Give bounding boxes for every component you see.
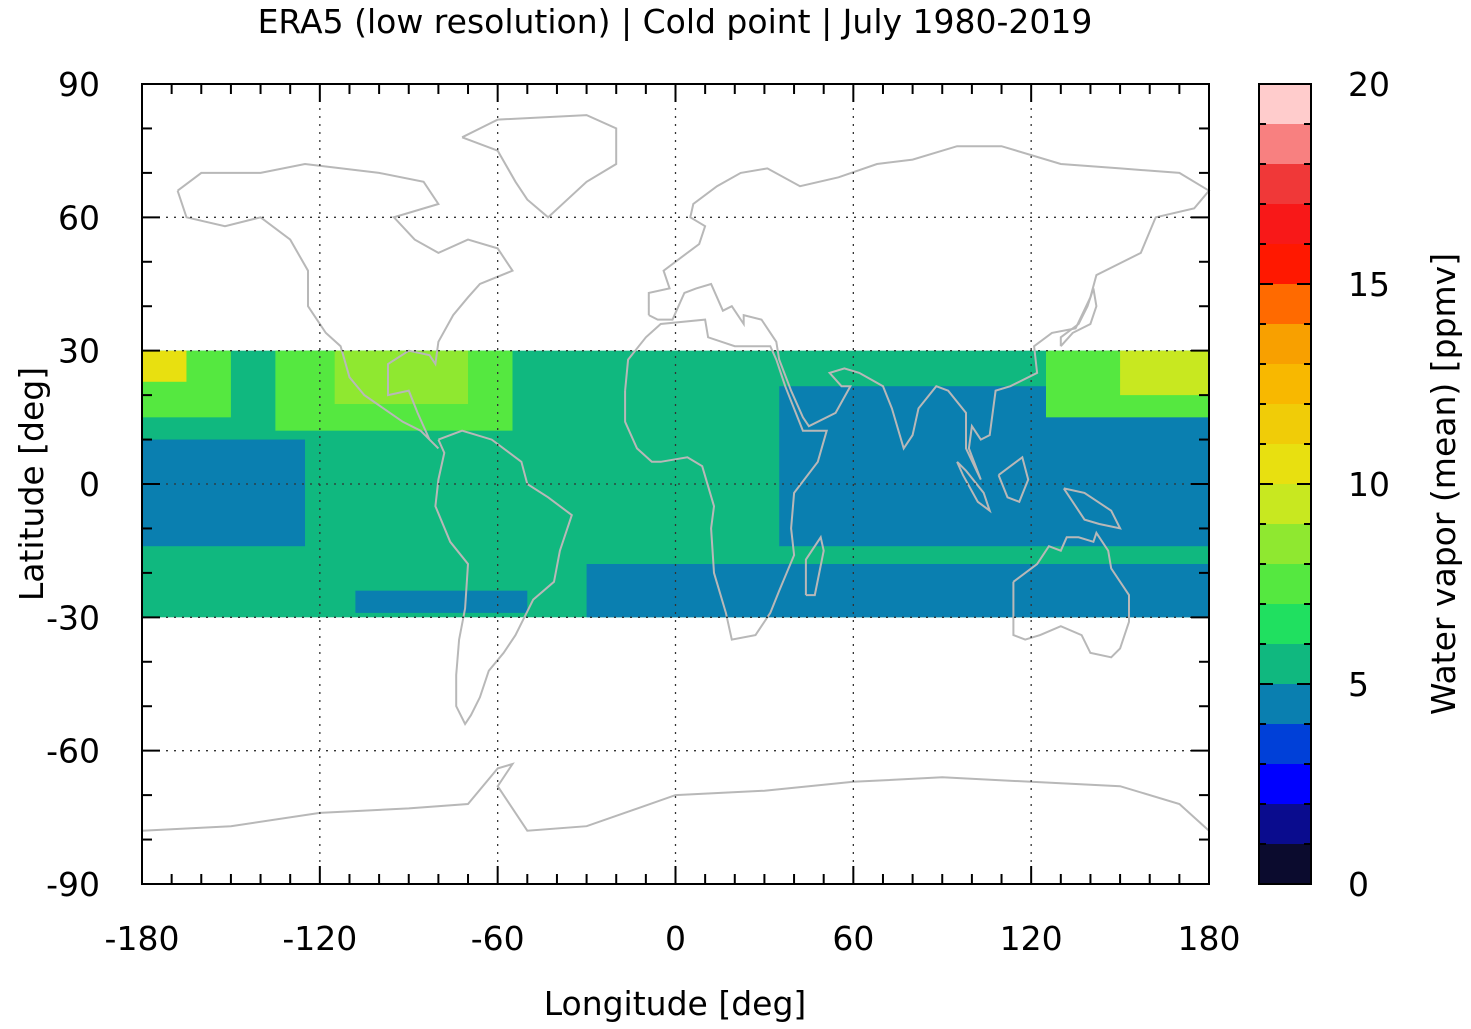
y-tick-label: -60 [46, 732, 100, 771]
coastline-new-guinea [1062, 487, 1122, 530]
colorbar-tick-label: 15 [1348, 265, 1390, 304]
plot-area: -180 -120 -60 0 60 120 180 90 60 30 0 -30 -60 -90 [46, 65, 1240, 958]
colorbar-bin [1259, 684, 1311, 724]
colorbar-bin [1259, 324, 1311, 364]
coastline-australia [1012, 530, 1130, 659]
coastline-borneo-maritime [997, 455, 1030, 504]
gridlines [142, 84, 1209, 884]
colorbar-bin [1259, 124, 1311, 164]
coastlines [141, 114, 1211, 832]
y-tick-label: -30 [46, 598, 100, 637]
field-region-east-asian-monsoon-core [1120, 350, 1209, 396]
x-tick-label: 180 [1178, 919, 1241, 958]
x-tick-label: -60 [471, 919, 525, 958]
field-region-west-pacific-equatorial [142, 439, 306, 547]
colorbar-bin [1259, 404, 1311, 444]
colorbar-bin [1259, 604, 1311, 644]
colorbar-bin [1259, 204, 1311, 244]
colorbar-bin [1259, 844, 1311, 884]
colorbar-bin [1259, 444, 1311, 484]
x-tick-label: -180 [105, 919, 180, 958]
colorbar-bin [1259, 284, 1311, 324]
colorbar-tick-label: 10 [1348, 465, 1390, 504]
colorbar-bin [1259, 524, 1311, 564]
x-axis-title: Longitude [deg] [544, 984, 807, 1023]
coastline-sumatra [956, 461, 992, 514]
y-tick-label: 0 [79, 465, 100, 504]
y-tick-label: -90 [46, 865, 100, 904]
coastline-africa [624, 318, 829, 641]
coastline-greenland [461, 114, 618, 219]
y-axis-ticks: 90 60 30 0 -30 -60 -90 [46, 65, 1209, 904]
field-region-central-pacific-north-core [142, 350, 187, 382]
colorbar-bin [1259, 164, 1311, 204]
colorbar-tick-label: 0 [1348, 865, 1369, 904]
colorbar [1258, 83, 1312, 885]
colorbar-tick-label: 5 [1348, 665, 1369, 704]
colorbar-bin [1259, 484, 1311, 524]
x-axis-ticks: -180 -120 -60 0 60 120 180 [105, 84, 1241, 958]
x-tick-label: 60 [832, 919, 874, 958]
y-axis-title: Latitude [deg] [12, 367, 51, 601]
colorbar-bin [1259, 804, 1311, 844]
coastline-antarctica [141, 762, 1210, 832]
coastline-south-america [434, 429, 573, 726]
chart-title: ERA5 (low resolution) | Cold point | Jul… [258, 2, 1093, 41]
colorbar-tick-label: 20 [1348, 65, 1390, 104]
x-tick-label: 0 [665, 919, 686, 958]
field-region-north-american-monsoon-core [334, 350, 469, 404]
coastline-north-america [176, 162, 515, 450]
field-region-south-atlantic-indian-band [586, 564, 1209, 618]
colorbar-bin [1259, 764, 1311, 804]
colorbar-bin [1259, 84, 1311, 124]
colorbar-bin [1259, 644, 1311, 684]
y-tick-label: 60 [58, 198, 100, 237]
colorbar-bin [1259, 364, 1311, 404]
colorbar-ticks: 20 15 10 5 0 [1259, 65, 1390, 904]
coastline-eurasia [647, 145, 1211, 481]
x-tick-label: -120 [282, 919, 357, 958]
colorbar-bin [1259, 724, 1311, 764]
coastline-japan [1059, 288, 1098, 347]
colorbar-title: Water vapor (mean) [ppmv] [1424, 253, 1463, 715]
y-tick-label: 90 [58, 65, 100, 104]
colorbar-bin [1259, 564, 1311, 604]
coastline-madagascar [804, 534, 825, 597]
y-tick-label: 30 [58, 332, 100, 371]
field-region-south-america-band [355, 590, 528, 613]
colorbar-bin [1259, 244, 1311, 284]
x-tick-label: 120 [1000, 919, 1063, 958]
